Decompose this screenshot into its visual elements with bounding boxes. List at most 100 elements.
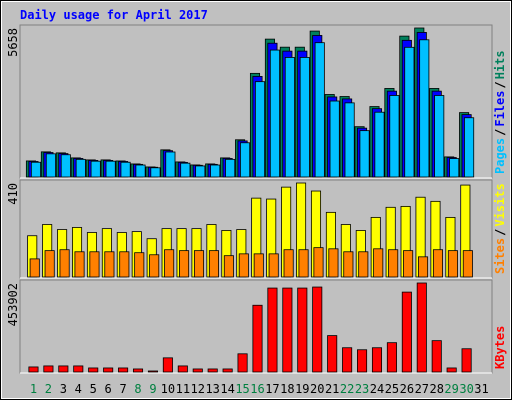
bar [223,255,234,278]
bar [132,368,144,373]
x-tick-label: 22 [340,382,354,396]
bar [252,304,263,373]
bar [328,248,339,278]
bar [192,368,203,373]
x-tick-label: 6 [105,382,112,396]
x-tick-label: 26 [400,382,414,396]
x-tick-label: 30 [459,382,473,396]
y-tick-label: 410 [6,183,20,205]
x-tick-label: 8 [134,382,141,396]
bar [210,164,221,178]
legend: Sites / Visits [493,183,507,274]
bar [298,249,309,278]
legend-separator: / [493,229,507,236]
bar [461,348,472,373]
x-tick-label: 17 [265,382,279,396]
bar [44,250,55,278]
bar [119,251,130,278]
bar [254,81,266,178]
bar [149,254,160,278]
x-tick-label: 13 [205,382,219,396]
bar [240,142,251,178]
x-tick-label: 9 [149,382,156,396]
x-tick-label: 31 [474,382,488,396]
bar [103,367,114,373]
bar [30,161,41,178]
bar [225,158,236,178]
x-tick-label: 21 [325,382,339,396]
bar [284,57,295,178]
bar [179,250,190,278]
x-tick-label: 14 [220,382,234,396]
bar [432,249,444,278]
x-tick-label: 18 [280,382,294,396]
bar [150,167,161,178]
bar [449,158,460,178]
bar [120,161,131,178]
bar [359,130,370,178]
bar [147,370,158,373]
x-tick-label: 5 [90,382,97,396]
bar [237,353,248,373]
bar [357,349,368,373]
legend-entry: Files [493,91,507,127]
x-tick-label: 28 [429,382,443,396]
x-tick-label: 11 [176,382,190,396]
legend-entry: Visits [493,183,507,226]
bar [104,251,115,278]
bar [344,102,355,178]
legend: KBytes [493,326,507,369]
legend: Pages / Files / Hits [493,50,507,174]
bar [418,256,429,278]
bar [269,49,280,178]
bar [162,357,173,373]
bar [403,250,414,278]
bar [28,366,39,373]
x-tick-label: 24 [370,382,384,396]
x-tick-label: 16 [250,382,264,396]
bar [267,287,278,373]
legend-entry: Sites [493,238,507,274]
x-tick-label: 2 [45,382,52,396]
bar [342,347,353,373]
bar [297,287,308,373]
bar [88,367,99,373]
legend-entry: KBytes [493,326,507,369]
bar [90,160,101,178]
x-tick-label: 12 [191,382,205,396]
legend-entry: Pages [493,138,507,174]
bar [238,253,249,278]
bar [59,249,70,278]
bar [462,250,473,278]
y-tick-label: 453902 [6,283,20,326]
bar [386,342,397,373]
y-tick-label: 5658 [6,28,20,57]
x-tick-label: 10 [161,382,175,396]
bar [389,95,400,178]
bar [431,340,442,373]
bar [45,153,56,178]
bar [118,367,129,373]
bar [75,158,86,178]
x-tick-label: 20 [310,382,324,396]
bar [371,347,383,373]
bar [283,249,294,278]
bar [419,39,430,178]
bar [73,365,84,373]
bar [388,249,399,278]
bar [89,251,100,278]
bar [164,249,175,278]
bar [327,335,338,373]
bar [268,253,279,278]
bar [314,42,325,178]
bar [374,111,385,178]
bar [60,154,71,178]
x-tick-label: 1 [30,382,37,396]
bar [193,250,205,278]
x-tick-label: 19 [295,382,309,396]
bar [447,250,458,278]
bar [105,160,116,178]
bar [446,367,457,373]
chart-title: Daily usage for April 2017 [20,8,208,22]
